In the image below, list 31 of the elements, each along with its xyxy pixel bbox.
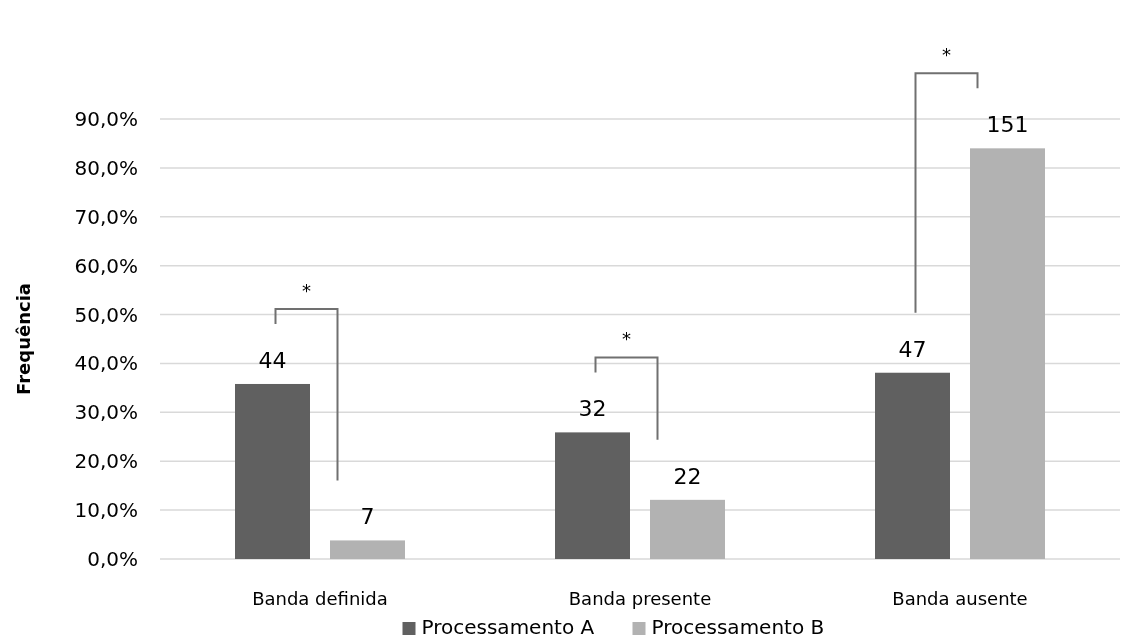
y-tick-label: 10,0%: [74, 498, 138, 523]
x-tick-label: Banda definida: [252, 588, 388, 609]
y-tick-label: 90,0%: [74, 107, 138, 131]
annotation: 7: [360, 504, 375, 530]
annotation: *: [622, 328, 631, 350]
annotation: 44: [258, 347, 287, 373]
y-tick-label: 0,0%: [87, 547, 138, 571]
annotation: 151: [986, 112, 1029, 138]
y-tick-label: 80,0%: [74, 155, 138, 180]
annotation: *: [302, 279, 311, 301]
text: *: [942, 44, 951, 66]
annotation: 32: [578, 396, 607, 422]
y-tick-label: 40,0%: [74, 351, 138, 376]
bar: [875, 372, 950, 559]
bar: [555, 432, 630, 559]
legend-label: Processamento A: [421, 615, 595, 639]
x-tick-label: Banda ausente: [892, 588, 1028, 609]
bar: [970, 148, 1045, 559]
y-tick-label: 30,0%: [74, 400, 138, 425]
y-tick-label: 70,0%: [74, 204, 138, 229]
bar: [650, 499, 725, 559]
y-tick-label: 20,0%: [74, 449, 138, 474]
annotation: 22: [673, 463, 702, 489]
x-tick-label: Banda presente: [568, 588, 712, 609]
annotation: 47: [898, 336, 927, 362]
y-tick-label: 60,0%: [74, 253, 138, 278]
bar: [330, 540, 405, 559]
legend-label: Processamento B: [651, 615, 825, 639]
y-axis-title: Frequência: [13, 283, 34, 395]
bar: [235, 383, 310, 559]
y-tick-label: 50,0%: [74, 302, 138, 327]
